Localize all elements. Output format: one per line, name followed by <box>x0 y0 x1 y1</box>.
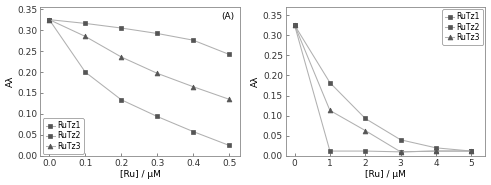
RuTz2 <box>433 150 439 152</box>
RuTz3 <box>154 72 160 74</box>
RuTz3 <box>292 24 298 26</box>
RuTz3 <box>118 56 124 58</box>
RuTz3 <box>327 109 333 112</box>
RuTz3 <box>190 86 196 88</box>
Line: RuTz3: RuTz3 <box>47 17 232 102</box>
RuTz1 <box>433 147 439 149</box>
RuTz2 <box>398 151 404 153</box>
Line: RuTz3: RuTz3 <box>292 23 474 154</box>
RuTz2 <box>327 150 333 152</box>
RuTz1 <box>362 117 368 120</box>
Text: (A): (A) <box>221 11 234 21</box>
RuTz2 <box>190 130 196 133</box>
RuTz2 <box>226 144 232 147</box>
RuTz3 <box>468 150 474 152</box>
RuTz1 <box>46 18 52 21</box>
RuTz3 <box>226 98 232 100</box>
RuTz1 <box>154 32 160 35</box>
RuTz2 <box>154 115 160 118</box>
RuTz1 <box>190 39 196 41</box>
RuTz2 <box>468 150 474 152</box>
Y-axis label: Aλ: Aλ <box>251 76 260 87</box>
Line: RuTz2: RuTz2 <box>292 23 474 154</box>
Legend: RuTz1, RuTz2, RuTz3: RuTz1, RuTz2, RuTz3 <box>442 9 483 45</box>
Text: (B): (B) <box>466 11 479 21</box>
RuTz1 <box>226 53 232 55</box>
RuTz3 <box>46 18 52 21</box>
RuTz3 <box>362 130 368 132</box>
Line: RuTz2: RuTz2 <box>47 17 232 148</box>
RuTz3 <box>82 35 88 38</box>
RuTz2 <box>362 150 368 152</box>
RuTz3 <box>433 150 439 152</box>
RuTz3 <box>398 151 404 153</box>
Line: RuTz1: RuTz1 <box>292 23 474 154</box>
Line: RuTz1: RuTz1 <box>47 17 232 57</box>
Legend: RuTz1, RuTz2, RuTz3: RuTz1, RuTz2, RuTz3 <box>43 118 83 154</box>
X-axis label: [Ru] / μM: [Ru] / μM <box>120 170 161 179</box>
RuTz2 <box>46 18 52 21</box>
RuTz2 <box>118 99 124 101</box>
RuTz2 <box>82 71 88 73</box>
RuTz2 <box>292 24 298 26</box>
RuTz1 <box>292 24 298 26</box>
RuTz1 <box>468 150 474 152</box>
RuTz1 <box>82 22 88 24</box>
X-axis label: [Ru] / μM: [Ru] / μM <box>365 170 406 179</box>
RuTz1 <box>327 82 333 84</box>
Y-axis label: Aλ: Aλ <box>5 76 15 87</box>
RuTz1 <box>398 139 404 141</box>
RuTz1 <box>118 27 124 29</box>
